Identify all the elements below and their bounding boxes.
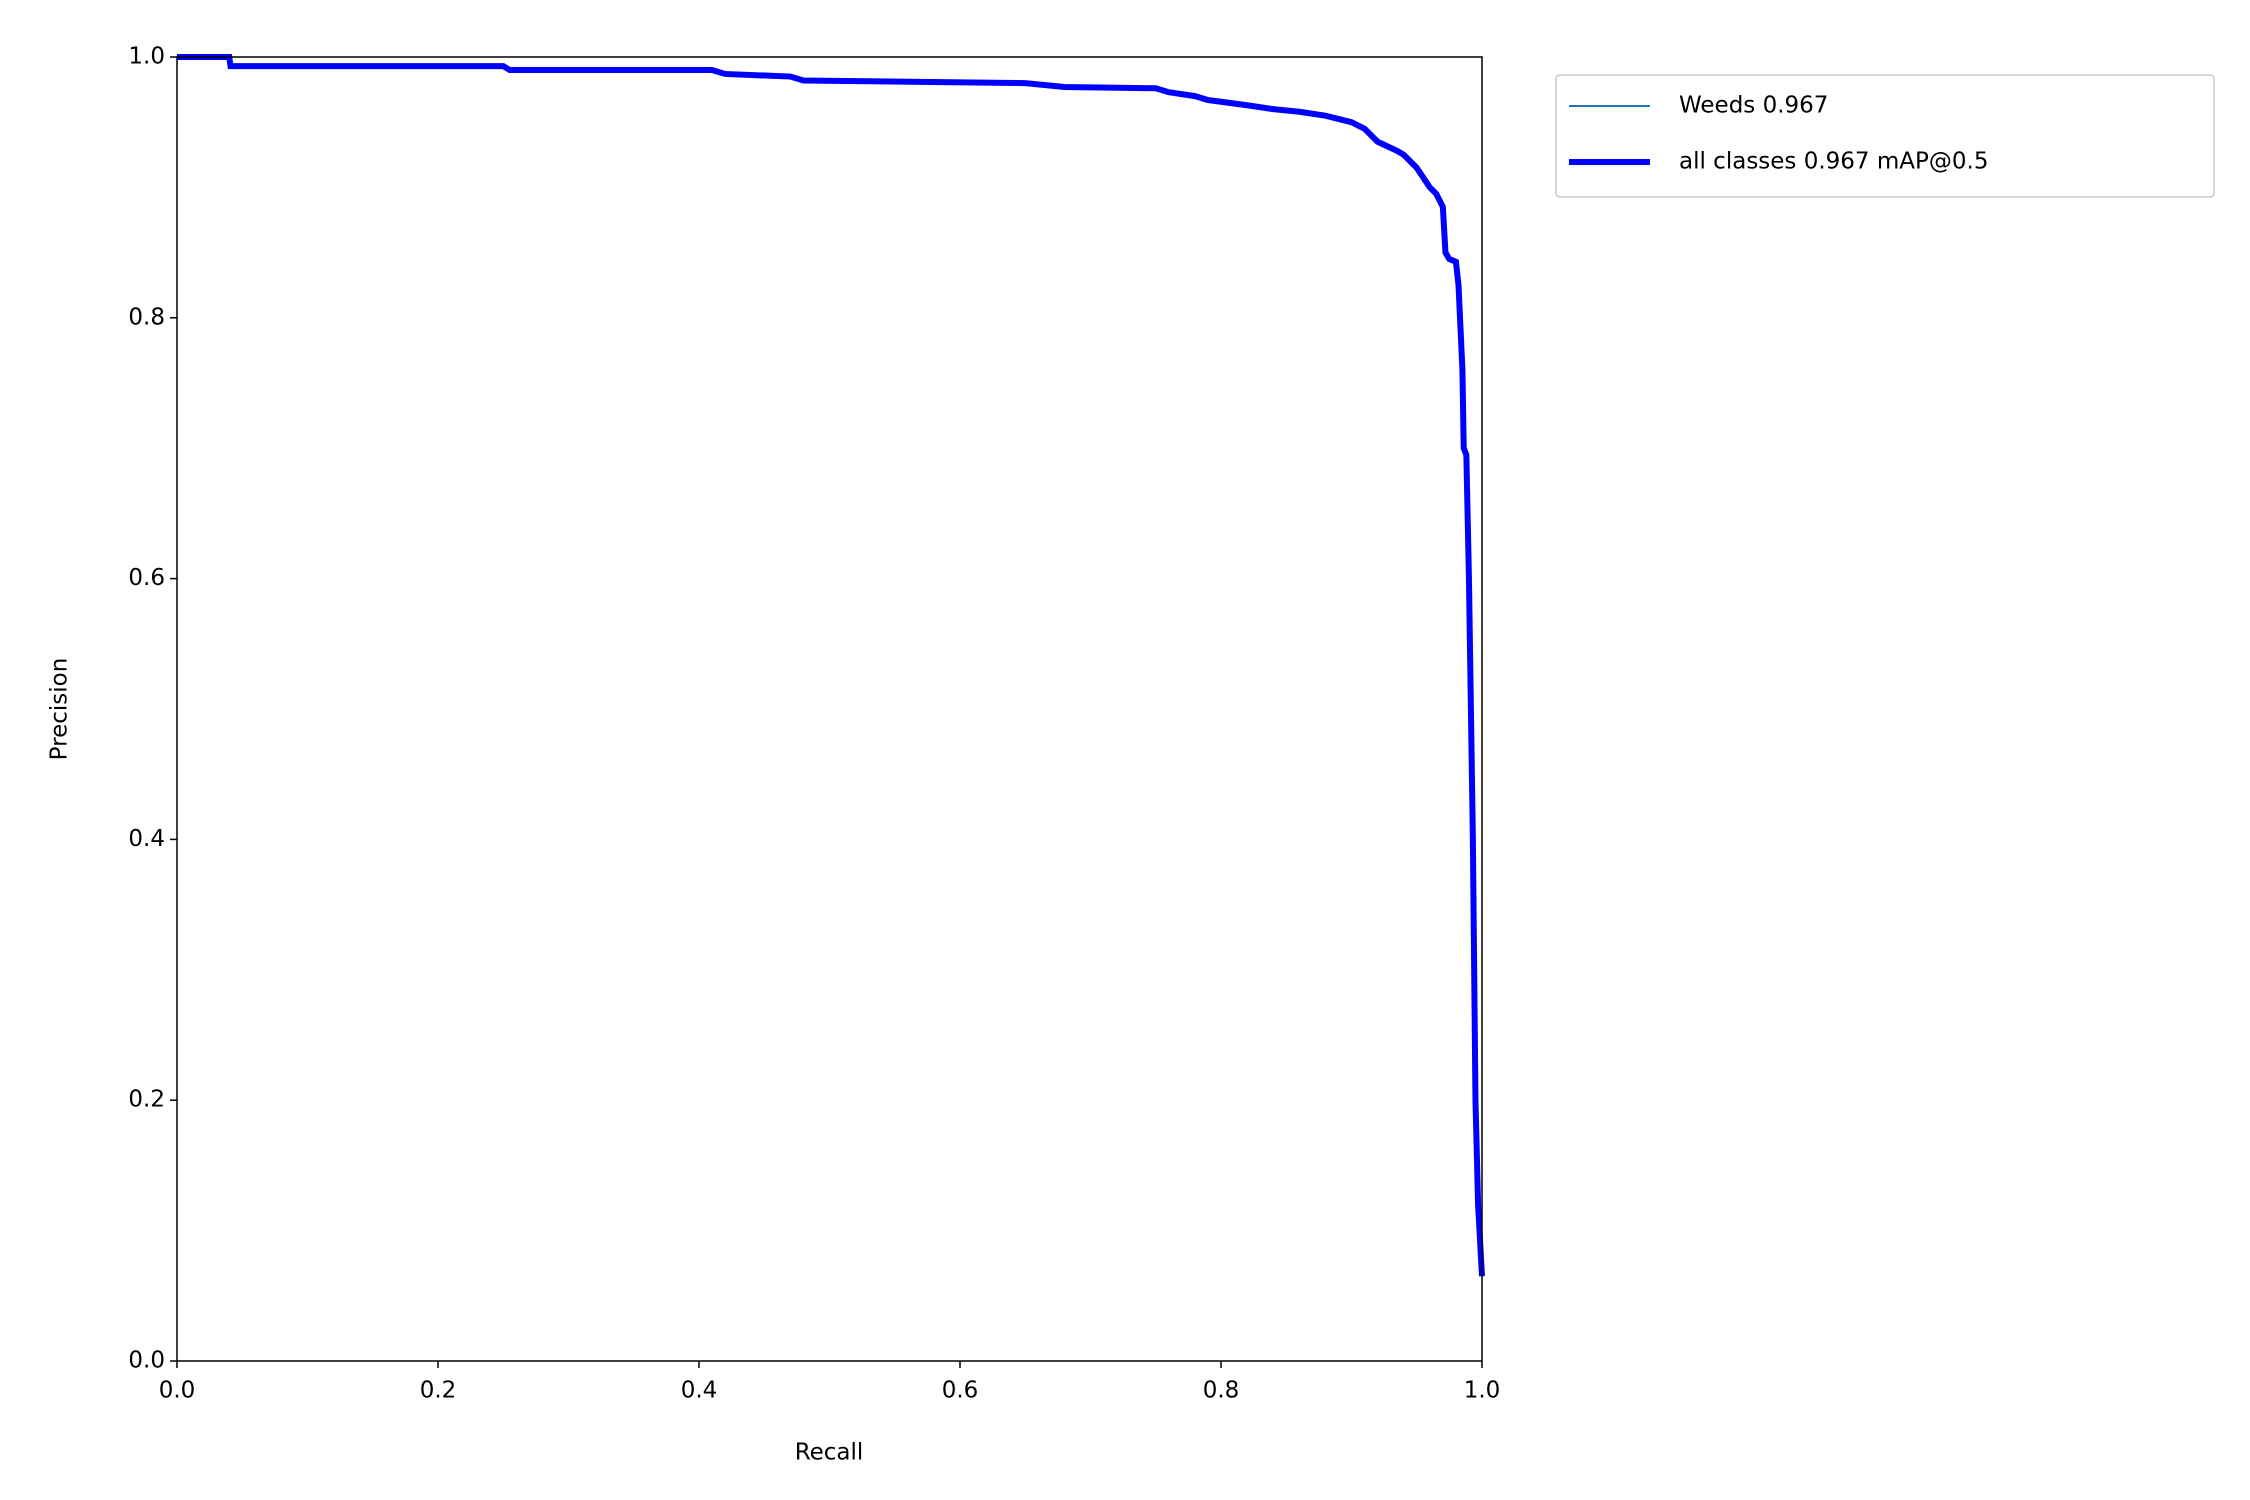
x-tick-label: 0.2 bbox=[420, 1378, 457, 1404]
y-tick-label: 0.4 bbox=[128, 826, 165, 852]
legend-label: all classes 0.967 mAP@0.5 bbox=[1679, 149, 1988, 175]
x-tick-label: 1.0 bbox=[1464, 1378, 1501, 1404]
y-axis-label: Precision bbox=[47, 658, 73, 761]
x-axis-label: Recall bbox=[795, 1440, 864, 1466]
x-tick-label: 0.6 bbox=[942, 1378, 979, 1404]
x-tick-label: 0.8 bbox=[1203, 1378, 1240, 1404]
y-tick-label: 0.6 bbox=[128, 565, 165, 591]
y-tick-label: 0.8 bbox=[128, 304, 165, 330]
legend-label: Weeds 0.967 bbox=[1679, 93, 1828, 119]
y-tick-label: 1.0 bbox=[128, 44, 165, 70]
x-tick-label: 0.0 bbox=[159, 1378, 196, 1404]
x-tick-label: 0.4 bbox=[681, 1378, 718, 1404]
line bbox=[177, 56, 1483, 1277]
line bbox=[177, 54, 1485, 1277]
plot-frame bbox=[176, 56, 1483, 1362]
y-tick-label: 0.2 bbox=[128, 1087, 165, 1113]
legend-box bbox=[1555, 74, 2215, 198]
y-tick-label: 0.0 bbox=[128, 1348, 165, 1374]
